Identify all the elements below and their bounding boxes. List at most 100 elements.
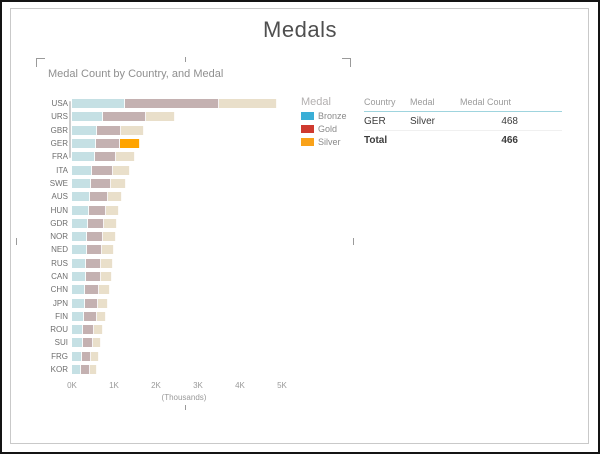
bar-segment-ita-gold[interactable] bbox=[92, 165, 114, 175]
bar-segment-sui-silver[interactable] bbox=[92, 338, 101, 348]
bar-segment-usa-gold[interactable] bbox=[124, 99, 219, 109]
bar-row-ita[interactable]: ITA bbox=[38, 163, 277, 176]
selection-handle-top-left[interactable] bbox=[36, 58, 45, 67]
bar-segment-usa-silver[interactable] bbox=[219, 99, 277, 109]
bar-segment-chn-gold[interactable] bbox=[85, 285, 100, 295]
bar-segment-can-silver[interactable] bbox=[100, 272, 112, 281]
bar-segment-ned-silver[interactable] bbox=[102, 245, 114, 255]
bar-segment-rou-bronze[interactable] bbox=[72, 325, 84, 335]
bar-row-swe[interactable]: SWE bbox=[38, 177, 277, 190]
bar-row-urs[interactable]: URS bbox=[38, 110, 277, 123]
bar-row-kor[interactable]: KOR bbox=[38, 363, 277, 376]
bar-segment-urs-silver[interactable] bbox=[145, 112, 175, 122]
bar-segment-fin-silver[interactable] bbox=[96, 311, 106, 321]
bar-segment-gbr-silver[interactable] bbox=[121, 125, 144, 135]
bar-segment-ned-bronze[interactable] bbox=[72, 245, 87, 255]
bar-row-can[interactable]: CAN bbox=[38, 270, 277, 283]
bar-row-gdr[interactable]: GDR bbox=[38, 217, 277, 230]
selection-handle-mid-right[interactable] bbox=[353, 238, 354, 245]
bar-segment-jpn-silver[interactable] bbox=[98, 298, 109, 308]
bar-segment-swe-bronze[interactable] bbox=[72, 178, 91, 188]
bar-segment-ger-bronze[interactable] bbox=[72, 139, 96, 149]
bar-segment-gdr-silver[interactable] bbox=[104, 218, 117, 228]
bar-segment-frg-bronze[interactable] bbox=[72, 351, 82, 361]
bar-segment-gdr-gold[interactable] bbox=[87, 218, 105, 228]
selection-handle-top-middle[interactable] bbox=[185, 57, 186, 62]
bar-segment-can-bronze[interactable] bbox=[72, 272, 86, 281]
bar-segment-nor-bronze[interactable] bbox=[72, 232, 88, 242]
bar-row-rus[interactable]: RUS bbox=[38, 257, 277, 270]
bar-segment-rus-gold[interactable] bbox=[86, 258, 102, 268]
bar-row-hun[interactable]: HUN bbox=[38, 203, 277, 216]
bar-row-aus[interactable]: AUS bbox=[38, 190, 277, 203]
bar-segment-nor-gold[interactable] bbox=[87, 232, 104, 242]
selection-handle-mid-left[interactable] bbox=[16, 238, 17, 245]
bar-segment-hun-gold[interactable] bbox=[88, 205, 106, 215]
bar-segment-gdr-bronze[interactable] bbox=[72, 218, 88, 228]
bar-segment-ned-gold[interactable] bbox=[86, 245, 103, 255]
bar-segment-rou-gold[interactable] bbox=[83, 325, 95, 335]
bar-row-gbr[interactable]: GBR bbox=[38, 124, 277, 137]
stacked-bar bbox=[72, 139, 140, 149]
bar-row-jpn[interactable]: JPN bbox=[38, 296, 277, 309]
bar-segment-urs-bronze[interactable] bbox=[72, 112, 104, 122]
bar-segment-frg-silver[interactable] bbox=[91, 351, 99, 361]
bar-row-usa[interactable]: USA bbox=[38, 97, 277, 110]
bar-segment-urs-gold[interactable] bbox=[103, 112, 146, 122]
bar-segment-gbr-gold[interactable] bbox=[97, 125, 122, 135]
bar-row-nor[interactable]: NOR bbox=[38, 230, 277, 243]
bar-segment-aus-gold[interactable] bbox=[90, 192, 109, 202]
bar-segment-rus-bronze[interactable] bbox=[72, 258, 87, 268]
bar-segment-jpn-gold[interactable] bbox=[85, 298, 99, 308]
bar-row-fin[interactable]: FIN bbox=[38, 310, 277, 323]
cell-medal-count: 468 bbox=[501, 116, 518, 127]
selection-handle-bottom-middle[interactable] bbox=[185, 405, 186, 410]
legend-item-silver[interactable]: Silver bbox=[301, 137, 347, 147]
bar-row-rou[interactable]: ROU bbox=[38, 323, 277, 336]
table-header-medal-count: Medal Count bbox=[460, 97, 512, 107]
bar-row-fra[interactable]: FRA bbox=[38, 150, 277, 163]
table-row-ger[interactable]: GER Silver 468 bbox=[364, 112, 562, 131]
bar-segment-swe-silver[interactable] bbox=[111, 178, 127, 188]
bar-segment-hun-bronze[interactable] bbox=[72, 205, 89, 215]
bar-segment-fin-bronze[interactable] bbox=[72, 311, 85, 321]
bar-segment-ger-gold[interactable] bbox=[95, 139, 121, 149]
bar-segment-gbr-bronze[interactable] bbox=[72, 125, 98, 135]
bar-segment-chn-bronze[interactable] bbox=[72, 285, 86, 295]
bar-segment-fra-bronze[interactable] bbox=[72, 152, 96, 162]
bar-row-ned[interactable]: NED bbox=[38, 243, 277, 256]
bar-segment-can-gold[interactable] bbox=[85, 272, 101, 281]
bar-segment-sui-bronze[interactable] bbox=[72, 338, 83, 348]
selection-handle-top-right[interactable] bbox=[342, 58, 351, 67]
bar-segment-hun-silver[interactable] bbox=[105, 205, 120, 215]
bar-segment-ita-silver[interactable] bbox=[113, 165, 130, 175]
stacked-bar bbox=[72, 351, 99, 361]
bar-segment-aus-silver[interactable] bbox=[108, 192, 122, 202]
bar-segment-jpn-bronze[interactable] bbox=[72, 298, 86, 308]
legend-item-gold[interactable]: Gold bbox=[301, 124, 347, 134]
bar-segment-nor-silver[interactable] bbox=[103, 232, 117, 242]
bar-segment-aus-bronze[interactable] bbox=[72, 192, 91, 202]
bar-row-sui[interactable]: SUI bbox=[38, 336, 277, 349]
bar-segment-kor-gold[interactable] bbox=[81, 365, 91, 375]
legend-item-bronze[interactable]: Bronze bbox=[301, 111, 347, 121]
bar-segment-fra-silver[interactable] bbox=[116, 152, 135, 162]
bar-segment-kor-bronze[interactable] bbox=[72, 365, 82, 375]
bar-segment-usa-bronze[interactable] bbox=[72, 99, 125, 109]
bar-segment-rus-silver[interactable] bbox=[101, 258, 114, 268]
bar-segment-ger-silver[interactable] bbox=[120, 139, 140, 149]
bar-segment-frg-gold[interactable] bbox=[81, 351, 92, 361]
chart-scrollbar-thumb[interactable] bbox=[69, 101, 71, 158]
bar-segment-rou-silver[interactable] bbox=[94, 325, 104, 335]
bar-segment-ita-bronze[interactable] bbox=[72, 165, 93, 175]
bar-row-frg[interactable]: FRG bbox=[38, 350, 277, 363]
bar-segment-fin-gold[interactable] bbox=[84, 311, 97, 321]
stacked-bar bbox=[72, 99, 277, 109]
bar-segment-sui-gold[interactable] bbox=[82, 338, 93, 348]
bar-row-chn[interactable]: CHN bbox=[38, 283, 277, 296]
bar-row-ger[interactable]: GER bbox=[38, 137, 277, 150]
bar-segment-chn-silver[interactable] bbox=[99, 285, 110, 295]
bar-segment-swe-gold[interactable] bbox=[90, 178, 112, 188]
bar-segment-kor-silver[interactable] bbox=[90, 365, 98, 375]
bar-segment-fra-gold[interactable] bbox=[95, 152, 117, 162]
